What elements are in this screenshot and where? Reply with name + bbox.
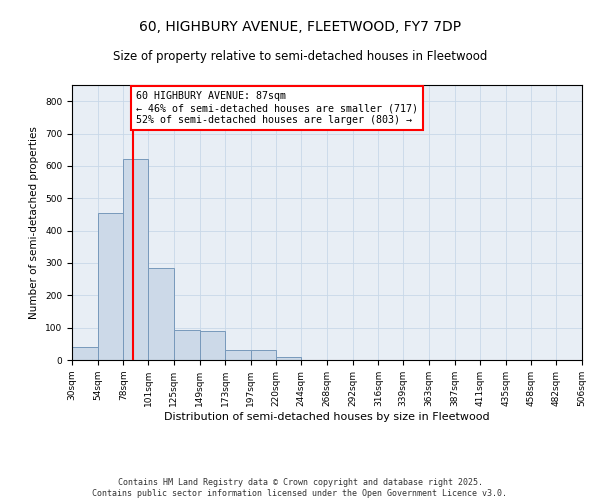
- Text: Size of property relative to semi-detached houses in Fleetwood: Size of property relative to semi-detach…: [113, 50, 487, 63]
- Bar: [199, 331, 225, 360]
- Bar: [148, 268, 174, 360]
- Bar: [98, 213, 124, 360]
- Bar: [124, 160, 148, 360]
- Y-axis label: Number of semi-detached properties: Number of semi-detached properties: [29, 126, 40, 319]
- Bar: [72, 347, 98, 360]
- Text: 60, HIGHBURY AVENUE, FLEETWOOD, FY7 7DP: 60, HIGHBURY AVENUE, FLEETWOOD, FY7 7DP: [139, 20, 461, 34]
- X-axis label: Distribution of semi-detached houses by size in Fleetwood: Distribution of semi-detached houses by …: [164, 412, 490, 422]
- Bar: [225, 350, 251, 360]
- Text: 60 HIGHBURY AVENUE: 87sqm
← 46% of semi-detached houses are smaller (717)
52% of: 60 HIGHBURY AVENUE: 87sqm ← 46% of semi-…: [136, 92, 418, 124]
- Bar: [174, 330, 199, 360]
- Bar: [275, 358, 301, 360]
- Text: Contains HM Land Registry data © Crown copyright and database right 2025.
Contai: Contains HM Land Registry data © Crown c…: [92, 478, 508, 498]
- Bar: [251, 350, 275, 360]
